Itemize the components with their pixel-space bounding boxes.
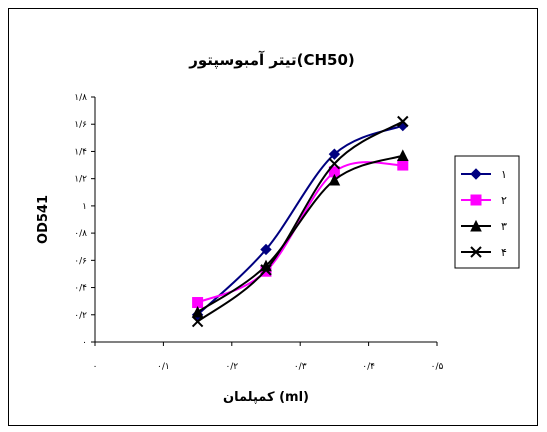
- y-tick-label: ۰/۲: [74, 311, 87, 321]
- y-tick-label: ۰: [82, 338, 87, 348]
- y-tick-label: ۱/۲: [74, 175, 87, 185]
- data-point: [191, 315, 204, 328]
- series-layer: [191, 115, 409, 328]
- data-point: [397, 115, 409, 128]
- legend-marker: [470, 246, 482, 258]
- series-3: [191, 149, 409, 318]
- x-tick-label: ۰/۵: [431, 362, 444, 372]
- y-tick-label: ۱/۶: [74, 120, 87, 130]
- series-2: [192, 159, 409, 309]
- legend-item: ۱: [461, 168, 507, 181]
- y-tick-label: ۰/۸: [74, 229, 87, 239]
- series-line: [196, 120, 404, 323]
- legend-item: ۴: [461, 246, 507, 259]
- legend-label: ۱: [501, 168, 507, 181]
- y-axis-title: OD541: [36, 195, 51, 244]
- data-point: [260, 243, 272, 256]
- series-line: [197, 154, 404, 313]
- y-tick-label: ۱/۸: [74, 93, 87, 103]
- chart-title: تیتر آمبوسپتور(CH50): [188, 51, 355, 70]
- x-tick-label: ۰/۴: [362, 362, 375, 372]
- legend-label: ۲: [501, 194, 507, 207]
- legend-label: ۳: [501, 220, 507, 233]
- y-tick-label: ۱/۴: [74, 147, 87, 157]
- legend-marker: [470, 194, 482, 206]
- x-tick-label: ۰: [93, 362, 98, 372]
- x-tick-label: ۰/۳: [294, 362, 307, 372]
- data-point: [397, 159, 409, 171]
- data-point: [191, 305, 204, 318]
- legend-label: ۴: [501, 246, 507, 259]
- legend-item: ۳: [461, 219, 507, 233]
- legend: ۱ ۲ ۳ ۴: [454, 155, 520, 269]
- legend-marker: [470, 168, 482, 180]
- data-point: [260, 264, 272, 276]
- x-tick-label: ۰/۲: [225, 362, 238, 372]
- legend-marker: [470, 219, 482, 232]
- data-point: [328, 173, 341, 186]
- series-line: [197, 161, 403, 304]
- legend-item: ۲: [461, 194, 507, 207]
- series-line: [196, 124, 404, 316]
- y-tick-label: ۰/۶: [74, 256, 87, 266]
- y-tick-label: ۱: [82, 202, 87, 212]
- series-4: [191, 115, 409, 328]
- data-point: [396, 149, 409, 162]
- x-axis-title: کمپلمان (ml): [223, 390, 309, 405]
- chart-svg: تیتر آمبوسپتور(CH50) OD541 کمپلمان (ml) …: [36, 51, 520, 405]
- y-tick-label: ۰/۴: [74, 284, 87, 294]
- x-tick-label: ۰/۱: [157, 362, 170, 372]
- axes: ۰ ۰/۲ ۰/۴ ۰/۶ ۰/۸ ۱ ۱/۲ ۱/۴ ۱/۶ ۱/۸ ۰ ۰/۱ ۰/۲ ۰/۳ ۰/۴ ۰…: [74, 93, 443, 372]
- data-point: [328, 157, 341, 170]
- chart-frame: تیتر آمبوسپتور(CH50) OD541 کمپلمان (ml) …: [8, 8, 538, 426]
- data-point: [328, 148, 341, 160]
